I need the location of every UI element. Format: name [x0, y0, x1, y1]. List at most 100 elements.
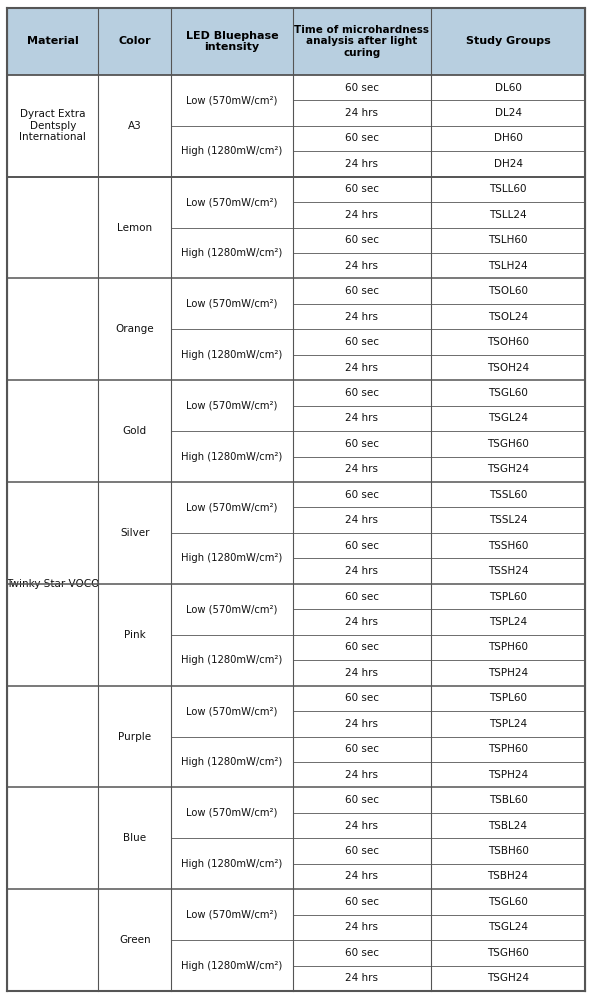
Bar	[171, 583, 292, 634]
Text: TSGH60: TSGH60	[487, 439, 529, 449]
Bar	[171, 483, 292, 532]
Text: TSPL60: TSPL60	[489, 693, 527, 703]
Bar	[292, 532, 585, 558]
Text: 60 sec: 60 sec	[345, 744, 379, 754]
Bar	[171, 838, 292, 889]
Text: TSSL24: TSSL24	[489, 515, 527, 525]
Bar	[292, 177, 585, 202]
Bar	[292, 915, 585, 940]
Text: TSSH24: TSSH24	[488, 566, 528, 576]
Text: Silver: Silver	[120, 527, 150, 537]
Text: TSOH60: TSOH60	[487, 337, 529, 347]
Bar	[292, 966, 585, 991]
Bar	[171, 736, 292, 787]
Bar	[292, 75, 585, 100]
Bar	[171, 787, 292, 838]
Text: TSBL60: TSBL60	[488, 795, 527, 805]
Bar	[171, 228, 292, 279]
Text: Blue: Blue	[123, 833, 146, 843]
Text: TSSL60: TSSL60	[489, 490, 527, 500]
Bar	[171, 432, 292, 483]
Bar	[292, 100, 585, 126]
Text: 24 hrs: 24 hrs	[345, 108, 378, 118]
Text: 24 hrs: 24 hrs	[345, 210, 378, 220]
Text: TSLL60: TSLL60	[490, 185, 527, 195]
Text: TSGH60: TSGH60	[487, 948, 529, 958]
Text: High (1280mW/cm²): High (1280mW/cm²)	[181, 350, 282, 360]
Text: Dyract Extra
Dentsply
International: Dyract Extra Dentsply International	[20, 109, 86, 142]
Bar	[292, 483, 585, 507]
Bar	[292, 457, 585, 483]
Bar	[171, 126, 292, 177]
Text: DH60: DH60	[494, 134, 523, 144]
Bar	[292, 381, 585, 406]
Text: 60 sec: 60 sec	[345, 948, 379, 958]
Text: High (1280mW/cm²): High (1280mW/cm²)	[181, 757, 282, 767]
Bar	[292, 660, 585, 685]
Text: 60 sec: 60 sec	[345, 337, 379, 347]
Bar	[7, 8, 585, 75]
Bar	[171, 889, 292, 940]
Bar	[98, 177, 171, 279]
Text: LED Bluephase
intensity: LED Bluephase intensity	[185, 31, 278, 52]
Text: 24 hrs: 24 hrs	[345, 769, 378, 779]
Text: TSOL60: TSOL60	[488, 286, 528, 296]
Bar	[292, 864, 585, 889]
Text: Twinky Star VOCO: Twinky Star VOCO	[6, 578, 99, 588]
Bar	[292, 126, 585, 151]
Text: Time of microhardness
analysis after light
curing: Time of microhardness analysis after lig…	[294, 25, 429, 58]
Bar	[171, 634, 292, 685]
Text: TSSH60: TSSH60	[488, 540, 528, 550]
Bar	[98, 685, 171, 787]
Text: 60 sec: 60 sec	[345, 540, 379, 550]
Bar	[171, 685, 292, 736]
Bar	[292, 507, 585, 532]
Text: TSPL24: TSPL24	[489, 617, 527, 627]
Text: High (1280mW/cm²): High (1280mW/cm²)	[181, 248, 282, 258]
Bar	[98, 583, 171, 685]
Text: DL60: DL60	[494, 83, 522, 93]
Text: High (1280mW/cm²): High (1280mW/cm²)	[181, 859, 282, 869]
Text: 60 sec: 60 sec	[345, 846, 379, 856]
Bar	[7, 75, 98, 177]
Text: 60 sec: 60 sec	[345, 490, 379, 500]
Bar	[292, 940, 585, 966]
Text: 60 sec: 60 sec	[345, 83, 379, 93]
Text: Study Groups: Study Groups	[466, 36, 551, 46]
Text: Gold: Gold	[123, 427, 147, 437]
Bar	[292, 685, 585, 711]
Text: Low (570mW/cm²): Low (570mW/cm²)	[186, 502, 278, 512]
Bar	[292, 279, 585, 304]
Text: Green: Green	[119, 935, 150, 945]
Text: TSPL24: TSPL24	[489, 719, 527, 729]
Bar	[98, 279, 171, 381]
Text: A3: A3	[128, 121, 141, 131]
Text: Low (570mW/cm²): Low (570mW/cm²)	[186, 604, 278, 614]
Text: TSPH24: TSPH24	[488, 668, 528, 678]
Text: TSPH24: TSPH24	[488, 769, 528, 779]
Text: Pink: Pink	[124, 629, 146, 639]
Text: TSOH24: TSOH24	[487, 363, 529, 373]
Bar	[7, 177, 98, 991]
Bar	[292, 304, 585, 330]
Bar	[292, 558, 585, 583]
Text: TSGH24: TSGH24	[487, 973, 529, 983]
Text: 24 hrs: 24 hrs	[345, 363, 378, 373]
Text: 60 sec: 60 sec	[345, 235, 379, 246]
Bar	[292, 202, 585, 228]
Text: TSLL24: TSLL24	[489, 210, 527, 220]
Text: 60 sec: 60 sec	[345, 388, 379, 398]
Bar	[171, 381, 292, 432]
Text: TSLH24: TSLH24	[488, 261, 528, 271]
Text: 60 sec: 60 sec	[345, 134, 379, 144]
Bar	[171, 279, 292, 330]
Bar	[292, 889, 585, 915]
Bar	[292, 787, 585, 813]
Text: 60 sec: 60 sec	[345, 693, 379, 703]
Text: 60 sec: 60 sec	[345, 439, 379, 449]
Bar	[292, 355, 585, 381]
Text: 60 sec: 60 sec	[345, 897, 379, 907]
Bar	[292, 838, 585, 864]
Text: Color: Color	[118, 36, 151, 46]
Bar	[292, 634, 585, 660]
